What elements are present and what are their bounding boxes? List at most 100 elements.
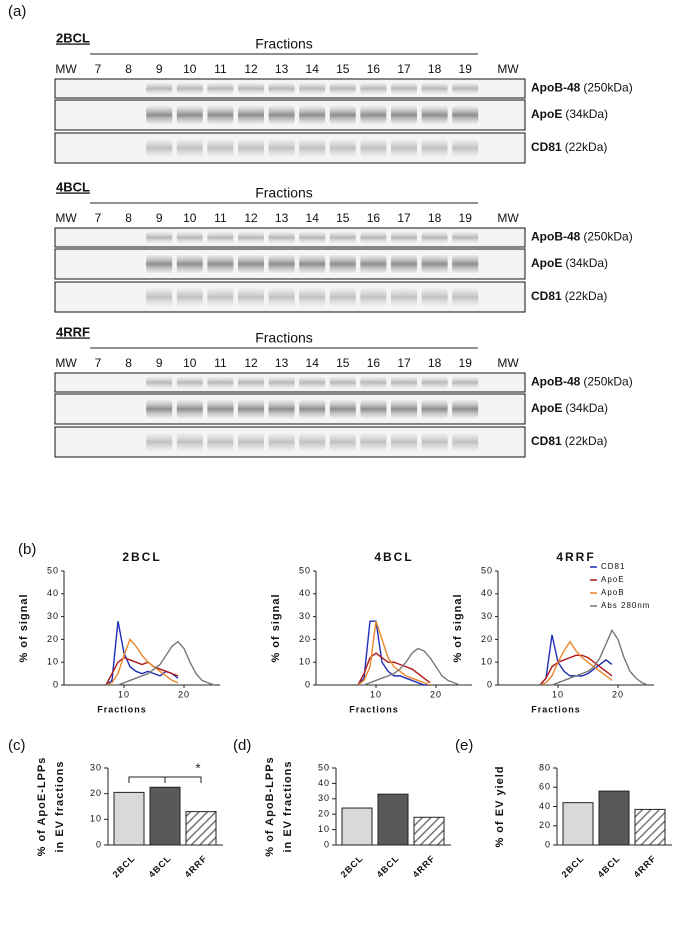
lane-label: MW [55,62,77,76]
panel-label: (e) [455,737,473,754]
band [421,400,448,418]
legend-label: ApoE [601,575,625,584]
y-tick-label: 0 [53,679,59,689]
blot-header: Fractions [255,185,313,201]
band [207,139,234,157]
band [329,139,356,157]
y-tick-label: 30 [47,611,59,621]
band [360,106,387,124]
band [268,231,295,244]
band [421,106,448,124]
band [452,231,479,244]
band [207,400,234,418]
lane-label: 18 [428,211,442,225]
lane-label: 12 [244,211,258,225]
series-line [539,640,613,686]
y-axis-label: % of ApoB-LPPs [264,756,276,856]
blot-row-label: ApoB-48 (250kDa) [531,81,633,95]
band [176,288,203,306]
series-line [105,656,179,686]
band [299,376,326,389]
band [146,288,173,306]
blot-row-label: CD81 (22kDa) [531,140,607,154]
band [176,106,203,124]
y-tick-label: 20 [299,634,311,644]
band [268,106,295,124]
band [299,288,326,306]
band [207,82,234,95]
legend-label: ApoB [601,588,625,597]
band [452,106,479,124]
band [329,288,356,306]
y-tick-label: 30 [299,611,311,621]
band [176,376,203,389]
y-tick-label: 10 [481,657,493,667]
y-tick-label: 30 [481,611,493,621]
band [176,255,203,273]
band [360,288,387,306]
series-line [358,647,466,686]
band [360,400,387,418]
x-tick-label: 4BCL [596,853,623,880]
y-tick-label: 40 [47,588,59,598]
band [329,255,356,273]
protein-name: ApoE [531,401,562,415]
band [299,433,326,451]
band [207,106,234,124]
band [176,433,203,451]
lane-label: 13 [275,356,289,370]
series-line [105,638,179,686]
panel-label: (a) [8,3,26,20]
lane-label: 19 [459,356,473,370]
band [146,400,173,418]
bar [562,802,594,846]
band [299,139,326,157]
y-tick-label: 10 [90,814,102,824]
lane-label: 8 [125,62,132,76]
blot-row-label: CD81 (22kDa) [531,434,607,448]
lane-label: 10 [183,356,197,370]
blot-row-label: ApoE (34kDa) [531,256,608,270]
band [299,400,326,418]
x-axis-label: Fractions [531,704,581,714]
band [421,433,448,451]
chart-title: 2BCL [122,550,161,564]
bar [341,807,373,846]
band [391,288,417,306]
band [391,106,417,124]
lane-label: 17 [397,211,411,225]
bar [634,808,666,846]
lane-label: 10 [183,62,197,76]
lane-label: 15 [336,62,350,76]
x-tick-label: 4BCL [375,853,402,880]
y-tick-label: 10 [318,824,330,834]
band [391,231,417,244]
series-line [539,654,613,686]
x-tick-label: 4BCL [147,853,174,880]
band [452,255,479,273]
y-tick-label: 20 [481,634,493,644]
lane-label: 7 [95,211,102,225]
band [146,433,173,451]
x-tick-label: 4RRF [183,853,210,880]
lane-label: 11 [214,356,227,370]
y-tick-label: 20 [90,788,102,798]
panel-label: (c) [8,737,26,754]
lane-label: 16 [367,356,381,370]
lane-label: MW [497,356,519,370]
y-tick-label: 30 [318,793,330,803]
protein-name: ApoB-48 [531,375,581,389]
protein-size: (250kDa) [583,375,632,389]
significance-bracket [128,776,202,783]
protein-size: (34kDa) [565,107,608,121]
protein-name: ApoE [531,256,562,270]
band [238,139,264,157]
y-tick-label: 30 [90,762,102,772]
x-axis-label: Fractions [97,704,147,714]
lane-label: MW [55,211,77,225]
band [268,82,295,95]
y-tick-label: 0 [324,839,330,849]
y-tick-label: 0 [545,839,551,849]
band [238,82,264,95]
lane-label: MW [55,356,77,370]
